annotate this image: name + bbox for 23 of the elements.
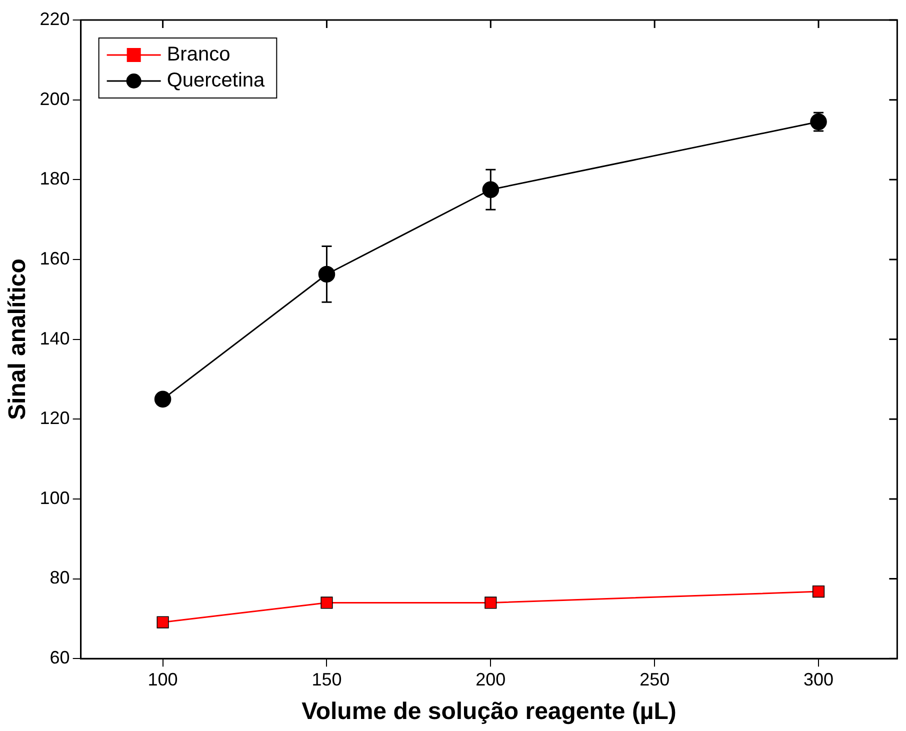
y-tick-label: 80 [50,568,70,588]
y-axis-title: Sinal analítico [4,258,32,420]
x-tick-label: 300 [803,669,834,690]
x-tick-label: 100 [148,669,178,690]
y-tick-label: 60 [50,648,70,668]
x-axis-title: Volume de solução reagente (µL) [302,698,676,726]
point [812,585,825,598]
y-tick-label: 140 [40,328,70,348]
y-tick-label: 160 [40,248,70,268]
y-tick-label: 120 [40,408,70,428]
y-tick-label: 100 [40,488,70,508]
x-tick-label: 250 [640,669,670,690]
y-tick-label: 220 [40,8,70,29]
legend-label: Quercetina [166,70,266,92]
x-tick-label: 200 [476,669,506,690]
point [156,616,169,628]
y-tick-label: 180 [40,168,70,189]
legend-label: Branco [166,44,230,66]
x-tick-label: 150 [312,669,342,690]
point [154,390,172,408]
point [320,596,333,609]
point [484,596,497,609]
y-tick-label: 200 [40,88,70,109]
